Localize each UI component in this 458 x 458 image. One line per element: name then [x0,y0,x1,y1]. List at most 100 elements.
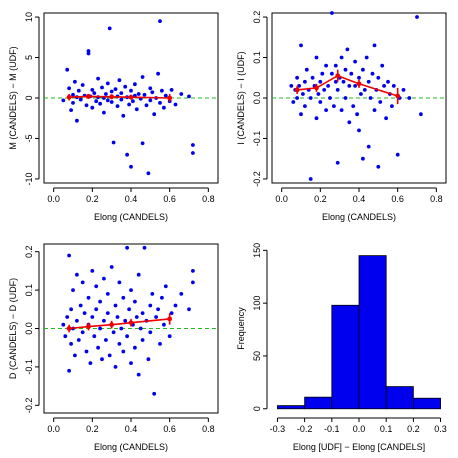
data-point [133,82,137,87]
y-tick-label: -10 [24,172,34,185]
trend-point [109,322,115,328]
data-point [330,11,334,15]
histogram-bar [385,386,414,410]
histogram-bar [304,396,333,410]
panel-4: -0.3 -0.2 -0.1 0.0 0.1 0.2 0.3 Elong [UDF] − El… [236,243,447,452]
data-point [295,75,299,80]
data-point [148,330,153,335]
trend-line [69,318,170,330]
data-point [173,102,178,107]
data-point [73,353,77,358]
data-point [154,315,159,319]
data-point [163,284,168,289]
data-point [123,84,128,89]
data-point [94,307,99,312]
data-point [121,113,126,118]
data-point [384,116,388,121]
data-point [318,100,323,104]
x-tick-label: 0.4 [125,194,138,204]
data-point [105,311,110,315]
data-point [136,272,141,277]
data-point [335,88,340,92]
data-point [359,92,363,96]
y-tick-label: 0.2 [24,245,34,258]
y-tick-label: 0.2 [252,11,262,24]
trend-point [356,81,362,87]
x-tick-label: 0.0 [47,194,60,204]
trend-point [128,320,134,326]
data-point [173,303,178,308]
data-point [146,171,151,176]
trend-point [128,94,134,100]
data-point [105,81,110,86]
x-tick-label: -0.3 [270,424,286,434]
data-point [86,51,91,56]
data-point [142,245,147,250]
data-point [138,326,143,331]
data-point [339,55,344,60]
data-point [86,295,91,300]
data-point [303,79,307,84]
x-tick-label: 0.4 [125,424,138,434]
data-point [75,272,79,277]
data-point [361,67,365,72]
data-point [142,92,147,97]
data-point [191,269,195,273]
data-point [125,245,129,250]
data-point [129,288,133,292]
data-point [88,361,93,365]
x-tick-label: 0.2 [407,424,420,434]
data-point [407,96,412,100]
data-point [71,288,75,292]
data-point [63,334,68,339]
data-point [140,311,145,315]
data-point [314,55,319,60]
data-point [351,104,356,108]
data-point [109,265,114,269]
data-point [158,342,162,346]
data-point [113,87,118,91]
data-point [71,92,75,97]
data-point [78,303,83,308]
y-tick-label: -0.1 [252,131,262,147]
y-tick-label: 0 [252,406,262,411]
trend-point [167,95,173,101]
data-point [304,67,309,72]
data-point [187,307,191,312]
data-point [366,79,371,84]
data-point [322,88,327,92]
data-point [395,152,400,157]
data-point [372,108,377,112]
data-point [156,307,161,312]
trend-point [335,73,341,79]
data-point [328,96,332,100]
y-tick-label: 5 [24,55,34,60]
data-point [105,98,110,103]
x-tick-label: 0.8 [430,194,443,204]
data-point [368,96,373,100]
data-point [104,92,108,96]
data-point [90,315,95,319]
data-point [117,280,122,285]
data-point [332,104,336,108]
data-point [90,269,95,273]
data-point [160,295,164,300]
data-point [125,334,129,339]
trend-point [314,85,319,91]
data-point [419,112,423,117]
data-point [65,315,70,319]
data-point [152,391,157,396]
data-point [330,71,334,76]
data-point [100,85,104,90]
y-tick-label: 0 [24,95,34,100]
histogram-bar [412,397,441,410]
x-tick-label: -0.2 [297,424,313,434]
data-point [341,79,346,84]
data-point [76,338,81,342]
trend-point [66,326,72,331]
data-point [376,164,381,169]
x-tick-label: 0.0 [353,424,366,434]
data-point [123,318,128,323]
y-axis-title: D (CANDELS) − D (UDF) [8,278,18,379]
